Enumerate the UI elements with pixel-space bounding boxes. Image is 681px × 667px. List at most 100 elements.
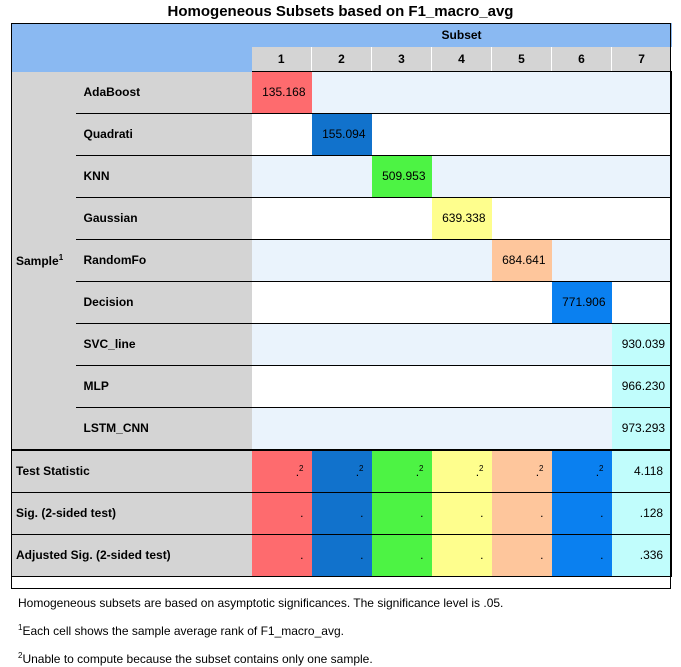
rank-cell [371,71,432,114]
sample-label: MLP [75,365,252,408]
column-header: 3 [371,47,432,72]
rank-cell [551,323,612,366]
group-label-sample: Sample1 [11,71,76,451]
rank-cell [491,197,552,240]
sample-label: AdaBoost [75,71,252,114]
rank-cell [311,323,372,366]
stat-cell: .336 [611,534,673,577]
rank-cell [431,281,492,324]
rank-cell [611,281,673,324]
rank-cell [611,155,673,198]
subset-header: Subset [251,23,672,47]
sample-label: SVC_line [75,323,252,366]
rank-cell [251,197,312,240]
rank-cell [491,113,552,156]
table-row: MLP 966.230 [12,365,673,408]
rank-cell [431,155,492,198]
rank-cell [311,155,372,198]
table-row: Decision 771.906 [12,281,673,324]
stat-cell: .128 [611,492,673,535]
rank-cell [251,365,312,408]
header-corner [11,23,252,72]
rank-cell [611,71,673,114]
stat-label: Sig. (2-sided test) [11,492,252,535]
stat-label: Adjusted Sig. (2-sided test) [11,534,252,577]
rank-cell [311,365,372,408]
rank-cell [311,407,372,451]
rank-cell [371,113,432,156]
rank-cell [431,113,492,156]
stat-cell: . [371,534,432,577]
rank-cell [251,323,312,366]
stat-cell: . [251,492,312,535]
rank-cell [551,239,612,282]
stat-row: Sig. (2-sided test)...... .128 [11,492,673,535]
rank-cell [311,197,372,240]
column-header: 5 [491,47,552,72]
rank-cell [371,407,432,451]
sample-label: LSTM_CNN [75,407,252,451]
rank-cell [611,197,673,240]
table-title: Homogeneous Subsets based on F1_macro_av… [167,3,514,20]
rank-cell [551,197,612,240]
rank-cell [431,407,492,451]
stat-cell: . [551,492,612,535]
rank-cell [431,323,492,366]
rank-cell [551,365,612,408]
rank-cell: 509.953 [371,155,432,198]
table-row: KNN 509.953 [12,155,673,198]
rank-cell: 135.168 [251,71,312,114]
column-header: 1 [251,47,312,72]
rank-cell: 930.039 [611,323,673,366]
table-row: Gaussian 639.338 [12,197,673,240]
rank-cell [491,365,552,408]
rank-cell: 966.230 [611,365,673,408]
rank-cell [431,239,492,282]
column-header: 7 [611,47,673,72]
stat-cell: . [311,534,372,577]
stat-cell: . [431,534,492,577]
rank-cell [491,71,552,114]
rank-cell: 771.906 [551,281,612,324]
rank-cell [431,365,492,408]
sample-label: RandomFo [75,239,252,282]
rank-cell [251,407,312,451]
stat-cell: .2 [371,449,432,493]
rank-cell [371,365,432,408]
rank-cell [251,281,312,324]
stat-row: Adjusted Sig. (2-sided test)...... .336 [11,534,673,577]
stat-cell: . [431,492,492,535]
stat-cell: . [311,492,372,535]
rank-cell: 684.641 [491,239,552,282]
footnote-1: 1Each cell shows the sample average rank… [18,623,344,638]
stat-cell: .2 [551,449,612,493]
rank-cell [251,155,312,198]
rank-cell [251,239,312,282]
column-header: 6 [551,47,612,72]
rank-cell [491,407,552,451]
stat-cell: . [491,534,552,577]
sample-label: Gaussian [75,197,252,240]
stat-label: Test Statistic [11,449,252,493]
footnote-2: 2Unable to compute because the subset co… [18,651,373,666]
table-row: Quadrati 155.094 [12,113,673,156]
stat-cell: .2 [251,449,312,493]
stat-cell: 4.118 [611,449,673,493]
rank-cell [251,113,312,156]
rank-cell [431,71,492,114]
rank-cell: 973.293 [611,407,673,451]
sample-label: Decision [75,281,252,324]
table-row: SVC_line 930.039 [12,323,673,366]
stat-cell: . [551,534,612,577]
rank-cell [491,281,552,324]
rank-cell [311,281,372,324]
rank-cell [551,407,612,451]
rank-cell [371,197,432,240]
rank-cell [611,239,673,282]
rank-cell [491,323,552,366]
sample-label: Quadrati [75,113,252,156]
stat-cell: .2 [311,449,372,493]
stat-cell: .2 [431,449,492,493]
stat-cell: . [491,492,552,535]
homogeneous-subsets-table: Subset 1 2 3 4 5 6 7 Sample1 AdaBoost 135.168 Quadr… [11,23,673,577]
